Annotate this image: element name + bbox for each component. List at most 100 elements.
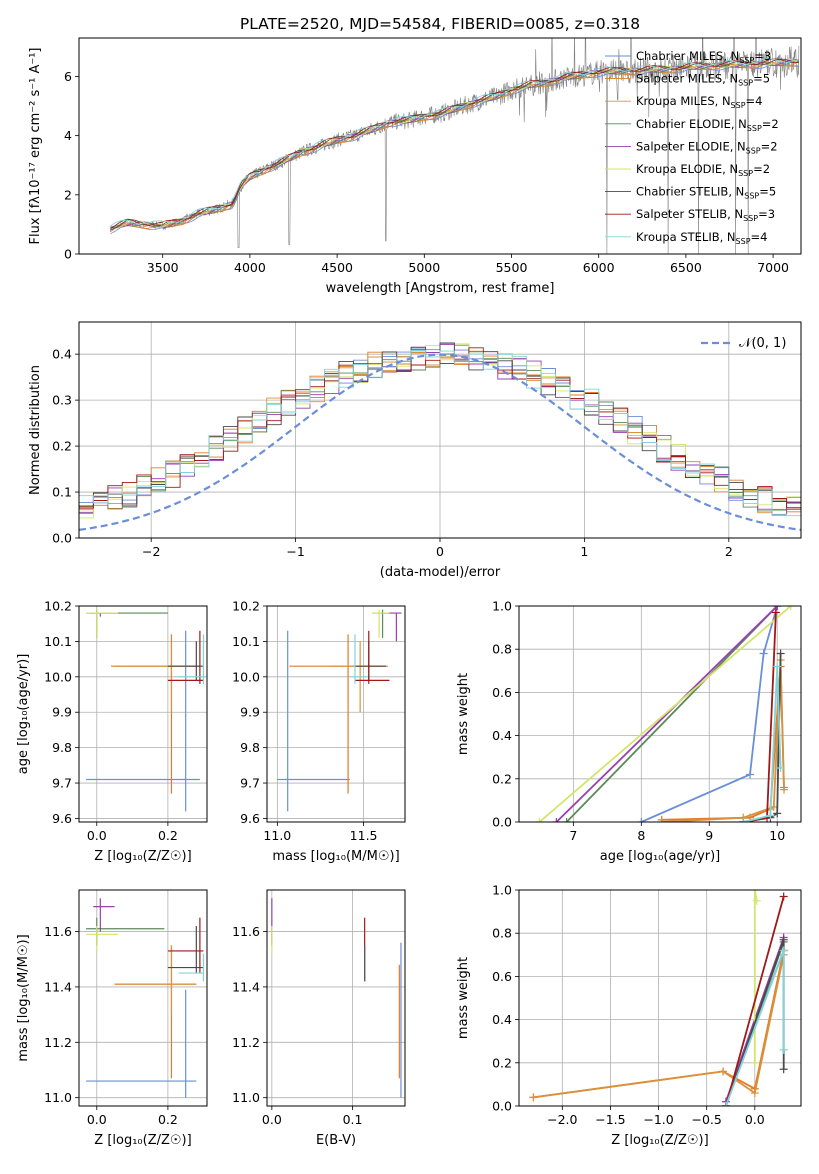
y-axis-label: age [log₁₀(age/yr)] bbox=[16, 654, 31, 775]
x-tick-label: 0.0 bbox=[262, 1112, 282, 1127]
weight-marker bbox=[779, 1065, 788, 1074]
weight-line-4 bbox=[555, 606, 778, 822]
legend-model: Chabrier MILES, N bbox=[636, 49, 739, 63]
weight-line-2 bbox=[533, 954, 785, 1099]
weight-marker bbox=[750, 1058, 759, 1067]
y-axis-label: Normed distribution bbox=[28, 365, 43, 495]
y-tick-label: 0.1 bbox=[52, 485, 72, 500]
y-tick-label: 0.8 bbox=[492, 642, 512, 657]
model-spectrum-5 bbox=[110, 58, 800, 230]
x-tick-label: 10 bbox=[769, 828, 785, 843]
weight-line-5 bbox=[538, 606, 792, 822]
x-tick-label: 0.2 bbox=[158, 828, 178, 843]
y-tick-label: 9.9 bbox=[52, 705, 72, 720]
legend-model: Salpeter STELIB, N bbox=[636, 207, 743, 221]
weight-marker bbox=[766, 811, 775, 820]
y-tick-label: 1.0 bbox=[492, 599, 512, 614]
weight-marker bbox=[637, 818, 646, 822]
x-tick-label: 0.0 bbox=[87, 1112, 107, 1127]
y-tick-label: 11.4 bbox=[232, 979, 260, 994]
plot-area bbox=[86, 898, 205, 1098]
legend-model: Chabrier ELODIE, N bbox=[636, 117, 747, 131]
legend-subscript: SSP bbox=[746, 146, 761, 155]
weight-line-7 bbox=[725, 896, 785, 1106]
weight-marker bbox=[657, 818, 666, 822]
x-tick-label: 0.0 bbox=[87, 828, 107, 843]
legend-subscript: SSP bbox=[747, 124, 762, 133]
plot-weight_vs_Z: −2.0 −1.5 −1.0 −0.5 0.0 0.0 0.2 0.4 0.6 0.8 1.0 Z [… bbox=[456, 883, 802, 1148]
axes-frame bbox=[78, 321, 802, 539]
x-axis-label: wavelength [Angstrom, rest frame] bbox=[326, 281, 555, 296]
legend-n: =5 bbox=[753, 72, 770, 86]
axes-frame bbox=[78, 37, 802, 255]
axes-frame bbox=[78, 605, 208, 823]
plot-age_vs_mass: 11.0 11.5 9.6 9.7 9.8 9.9 10.0 10.1 10.2 mass [lo… bbox=[232, 599, 406, 864]
y-tick-label: 11.2 bbox=[232, 1035, 260, 1050]
residual-histogram-5 bbox=[79, 343, 801, 519]
y-tick-label: 0.8 bbox=[492, 926, 512, 941]
x-tick-label: −2.0 bbox=[547, 1112, 577, 1127]
legend-n: =3 bbox=[754, 49, 771, 63]
legend-subscript: SSP bbox=[736, 237, 751, 246]
legend-model: Kroupa MILES, N bbox=[636, 94, 731, 108]
weight-marker bbox=[552, 818, 561, 822]
legend-n: =2 bbox=[753, 162, 770, 176]
weight-marker bbox=[771, 608, 780, 617]
plot-area bbox=[529, 890, 788, 1106]
y-tick-label: 0.4 bbox=[52, 347, 72, 362]
legend-subscript: SSP bbox=[739, 56, 754, 65]
plot-mass_vs_ebv: 0.0 0.1 11.0 11.2 11.4 11.6 E(B-V) bbox=[232, 889, 406, 1148]
y-tick-label: 0 bbox=[64, 247, 72, 262]
residual-histogram-8 bbox=[79, 350, 801, 517]
x-tick-label: 0.1 bbox=[343, 1112, 363, 1127]
legend-label: Salpeter ELODIE, NSSP=2 bbox=[636, 139, 778, 155]
legend-model: Salpeter ELODIE, N bbox=[636, 139, 746, 153]
legend-model: Salpeter MILES, N bbox=[636, 72, 738, 86]
residual-histogram-7 bbox=[79, 347, 801, 509]
plot-area bbox=[110, 38, 800, 254]
x-tick-label: 8 bbox=[637, 828, 645, 843]
plot-area bbox=[86, 609, 205, 812]
x-axis-label: (data-model)/error bbox=[380, 565, 501, 580]
y-tick-label: 10.1 bbox=[232, 634, 260, 649]
x-tick-label: 0.2 bbox=[158, 1112, 178, 1127]
y-tick-label: 11.0 bbox=[232, 1090, 260, 1105]
legend-n: =2 bbox=[762, 117, 779, 131]
y-tick-label: 9.6 bbox=[52, 811, 72, 826]
axes-frame bbox=[518, 605, 802, 823]
y-tick-label: 9.7 bbox=[52, 776, 72, 791]
x-tick-label: −1.0 bbox=[643, 1112, 673, 1127]
x-tick-label: 7 bbox=[569, 828, 577, 843]
legend-label: Chabrier ELODIE, NSSP=2 bbox=[636, 117, 779, 133]
residual-histogram-6 bbox=[79, 342, 801, 522]
y-axis-label: mass weight bbox=[456, 673, 471, 755]
x-tick-label: −1 bbox=[286, 544, 304, 559]
y-tick-label: 0.2 bbox=[52, 439, 72, 454]
y-tick-label: 10.2 bbox=[232, 599, 260, 614]
y-axis-label: mass [log₁₀(M/M☉)] bbox=[16, 934, 31, 1061]
legend-label: Chabrier MILES, NSSP=3 bbox=[636, 49, 771, 65]
plot-residuals: −2 −1 0 1 2 0.0 0.1 0.2 0.3 0.4 (data-model)/error… bbox=[28, 321, 802, 580]
y-tick-label: 0.4 bbox=[492, 1012, 512, 1027]
legend-label: Chabrier STELIB, NSSP=5 bbox=[636, 185, 776, 201]
x-tick-label: 5500 bbox=[496, 260, 528, 275]
y-tick-label: 10.2 bbox=[44, 599, 72, 614]
plot-area bbox=[277, 609, 402, 812]
y-tick-label: 0.0 bbox=[52, 531, 72, 546]
weight-marker bbox=[759, 649, 768, 658]
weight-marker bbox=[773, 662, 782, 671]
plot-area bbox=[79, 342, 801, 531]
model-spectrum-7 bbox=[110, 58, 799, 230]
weight-marker bbox=[776, 649, 785, 658]
y-tick-label: 0.6 bbox=[492, 685, 512, 700]
y-tick-label: 11.4 bbox=[44, 979, 72, 994]
y-tick-label: 11.6 bbox=[232, 924, 260, 939]
x-axis-label: Z [log₁₀(Z/Z☉)] bbox=[611, 1133, 708, 1148]
legend-n: =5 bbox=[759, 185, 776, 199]
legend-subscript: SSP bbox=[738, 79, 753, 88]
residual-histogram-3 bbox=[79, 343, 801, 514]
legend-label: 𝒩(0, 1) bbox=[739, 336, 786, 351]
x-tick-label: −2 bbox=[142, 544, 160, 559]
weight-marker bbox=[779, 892, 788, 901]
